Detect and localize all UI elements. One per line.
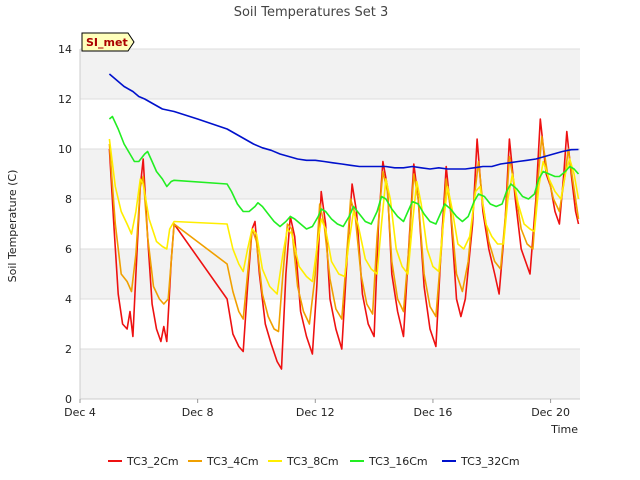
legend-label: TC3_2Cm [126,455,179,468]
axes: 0 2 4 6 8 10 12 14 Dec 4 Dec 8 Dec 12 Dec 16 Dec 20 [58,43,580,419]
x-tick-label: Dec 4 [64,406,96,419]
y-tick-label: 8 [65,193,72,206]
series-layer [108,73,580,370]
y-tick-label: 12 [58,93,72,106]
legend-label: TC3_32Cm [460,455,520,468]
chart-title: Soil Temperatures Set 3 [234,5,389,20]
y-tick-label: 6 [65,243,72,256]
series-line-tc3_8cm [108,138,580,295]
y-axis-label: Soil Temperature (C) [6,170,19,283]
x-tick-label: Dec 8 [182,406,214,419]
y-tick-label: 14 [58,43,72,56]
y-tick-label: 2 [65,343,72,356]
series-line-tc3_16cm [108,115,580,230]
legend-label: TC3_8Cm [286,455,339,468]
legend: TC3_2Cm TC3_4Cm TC3_8Cm TC3_16Cm TC3_32Cm [108,455,520,468]
plot-bands [80,49,580,399]
legend-label: TC3_4Cm [206,455,259,468]
y-tick-label: 0 [65,393,72,406]
plot-band [80,349,580,399]
badge-label: SI_met [86,36,128,49]
plot-band [80,49,580,99]
site-badge: SI_met [81,32,135,52]
y-tick-label: 4 [65,293,72,306]
y-tick-label: 10 [58,143,72,156]
x-tick-label: Dec 12 [296,406,335,419]
series-line-tc3_32cm [108,73,579,170]
series-line-tc3_4cm [108,135,580,333]
x-tick-label: Dec 20 [531,406,570,419]
x-tick-label: Dec 16 [414,406,453,419]
legend-label: TC3_16Cm [368,455,428,468]
badge-shape [81,32,135,52]
x-axis-label: Time [550,423,578,436]
plot-band [80,149,580,199]
